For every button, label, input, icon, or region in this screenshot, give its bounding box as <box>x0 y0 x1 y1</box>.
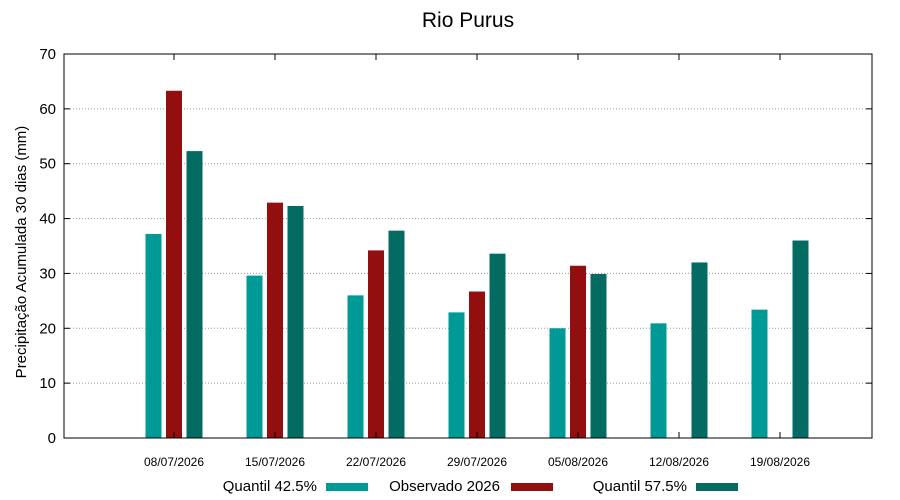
grid-lines <box>64 108 872 384</box>
x-tick-label: 15/07/2026 <box>245 455 305 469</box>
y-tick-label: 40 <box>39 211 56 228</box>
bar <box>691 262 708 438</box>
bar <box>287 205 304 438</box>
legend-label: Quantil 42.5% <box>223 478 317 495</box>
legend-swatch <box>326 483 368 491</box>
x-axis-ticks: 08/07/2026 15/07/2026 22/07/2026 29/07/2026… <box>144 54 810 469</box>
bar <box>368 250 384 438</box>
bar <box>186 151 203 438</box>
bar <box>145 233 162 438</box>
x-tick-label: 08/07/2026 <box>144 455 204 469</box>
bar <box>751 309 768 438</box>
bar <box>650 323 667 438</box>
legend-label: Quantil 57.5% <box>593 478 687 495</box>
x-tick-label: 05/08/2026 <box>548 455 608 469</box>
y-tick-label: 30 <box>39 265 56 282</box>
y-tick-label: 20 <box>39 320 56 337</box>
bar <box>246 275 263 438</box>
x-tick-label: 29/07/2026 <box>447 455 507 469</box>
legend: Quantil 42.5% Observado 2026 Quantil 57.5% <box>223 478 738 495</box>
bar <box>267 202 283 438</box>
legend-label: Observado 2026 <box>389 478 500 495</box>
bar <box>792 240 809 438</box>
bar <box>489 253 506 438</box>
chart-title: Rio Purus <box>422 9 514 32</box>
legend-swatch <box>511 483 553 491</box>
bar <box>549 328 566 438</box>
y-tick-label: 0 <box>48 430 56 447</box>
y-tick-label: 50 <box>39 156 56 173</box>
y-tick-label: 10 <box>39 375 56 392</box>
bar <box>448 312 465 438</box>
y-tick-label: 60 <box>39 101 56 118</box>
x-tick-label: 12/08/2026 <box>649 455 709 469</box>
bar <box>590 273 607 438</box>
legend-swatch <box>696 483 738 491</box>
bars <box>145 90 809 439</box>
plot-frame <box>63 53 873 439</box>
bar <box>570 265 586 438</box>
x-tick-label: 19/08/2026 <box>750 455 810 469</box>
bar <box>469 291 485 438</box>
bar <box>388 230 405 438</box>
bar <box>166 90 182 439</box>
y-axis-ticks: 0 10 20 30 40 50 60 70 <box>39 46 872 447</box>
y-tick-label: 70 <box>39 46 56 63</box>
x-tick-label: 22/07/2026 <box>346 455 406 469</box>
bar <box>347 295 364 438</box>
y-axis-label: Precipitação Acumulada 30 dias (mm) <box>13 126 30 379</box>
